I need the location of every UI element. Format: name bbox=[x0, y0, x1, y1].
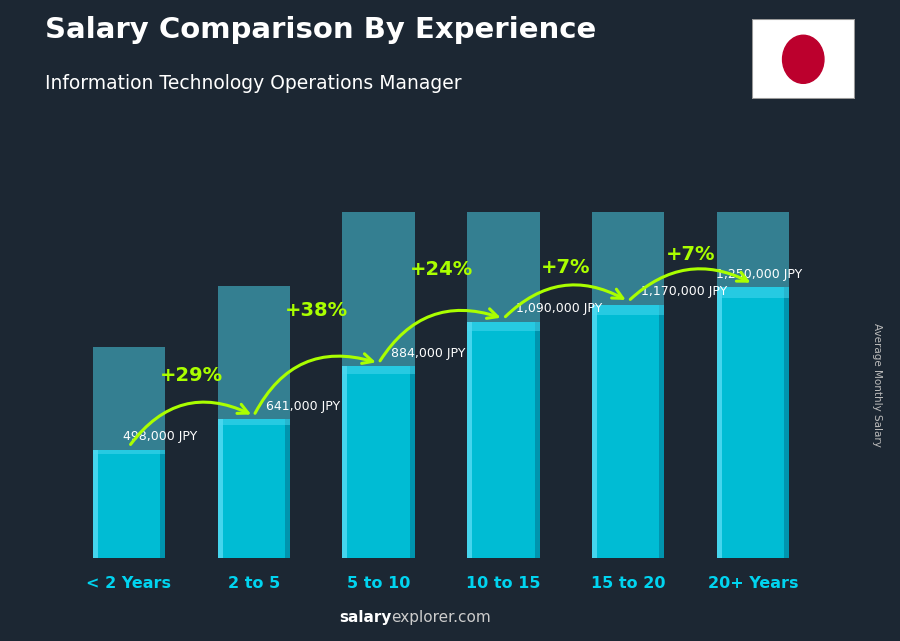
Text: +38%: +38% bbox=[284, 301, 347, 320]
Text: +7%: +7% bbox=[666, 246, 716, 264]
Circle shape bbox=[782, 35, 824, 83]
Text: 641,000 JPY: 641,000 JPY bbox=[266, 399, 340, 413]
Bar bbox=[342, 183, 415, 374]
Text: salary: salary bbox=[339, 610, 392, 625]
Bar bbox=[93, 347, 165, 454]
Text: +24%: +24% bbox=[410, 260, 472, 279]
Bar bbox=[93, 450, 165, 558]
Text: 15 to 20: 15 to 20 bbox=[591, 576, 665, 591]
Text: +7%: +7% bbox=[541, 258, 590, 278]
Bar bbox=[592, 304, 664, 558]
Text: 884,000 JPY: 884,000 JPY bbox=[392, 347, 465, 360]
Text: 20+ Years: 20+ Years bbox=[707, 576, 798, 591]
Bar bbox=[535, 322, 540, 558]
Bar bbox=[592, 304, 597, 558]
Text: 1,250,000 JPY: 1,250,000 JPY bbox=[716, 268, 803, 281]
Bar bbox=[717, 287, 722, 558]
Bar bbox=[717, 28, 789, 298]
Text: Average Monthly Salary: Average Monthly Salary bbox=[872, 322, 883, 447]
Bar bbox=[784, 287, 789, 558]
Bar bbox=[93, 450, 98, 558]
Bar bbox=[342, 367, 347, 558]
Text: 2 to 5: 2 to 5 bbox=[228, 576, 280, 591]
Bar bbox=[660, 304, 664, 558]
Text: explorer.com: explorer.com bbox=[392, 610, 491, 625]
Bar bbox=[218, 419, 290, 558]
Bar bbox=[717, 287, 789, 558]
Text: Salary Comparison By Experience: Salary Comparison By Experience bbox=[45, 16, 596, 44]
Bar bbox=[285, 419, 290, 558]
Bar bbox=[467, 322, 540, 558]
Text: +29%: +29% bbox=[160, 366, 223, 385]
Bar bbox=[160, 450, 165, 558]
Bar bbox=[467, 322, 472, 558]
Bar bbox=[467, 96, 540, 331]
Text: 1,170,000 JPY: 1,170,000 JPY bbox=[641, 285, 727, 298]
Text: 5 to 10: 5 to 10 bbox=[346, 576, 410, 591]
Bar bbox=[218, 286, 290, 424]
Bar bbox=[410, 367, 415, 558]
Bar bbox=[592, 62, 664, 315]
Bar bbox=[218, 419, 222, 558]
Text: 498,000 JPY: 498,000 JPY bbox=[122, 431, 197, 444]
Text: 10 to 15: 10 to 15 bbox=[466, 576, 541, 591]
Text: < 2 Years: < 2 Years bbox=[86, 576, 171, 591]
Bar bbox=[342, 367, 415, 558]
Text: 1,090,000 JPY: 1,090,000 JPY bbox=[516, 303, 602, 315]
Text: Information Technology Operations Manager: Information Technology Operations Manage… bbox=[45, 74, 462, 93]
